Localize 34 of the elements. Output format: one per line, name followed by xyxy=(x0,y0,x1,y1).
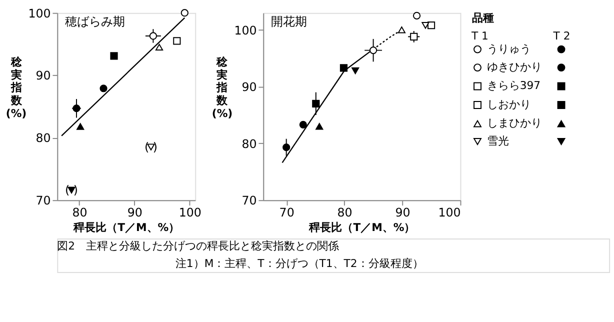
x-tick-label: 80 xyxy=(337,205,352,220)
text: T 2 xyxy=(552,29,570,42)
legend-label: しまひかり xyxy=(486,116,542,130)
y-tick-label: 80 xyxy=(36,131,51,146)
x-tick-label: 100 xyxy=(178,205,202,220)
legend-title: 品種 xyxy=(472,12,494,25)
x-tick-label: 90 xyxy=(127,205,142,220)
caption: 図2 主稈と分級した分げつの稈長比と稔実指数との関係 xyxy=(57,239,340,252)
chart-title: 開花期 xyxy=(271,14,308,29)
y-axis-title: 稔実指数(%) xyxy=(6,56,27,120)
annotation: ( ) xyxy=(144,140,158,154)
text: 注1）M：主稈、T：分げつ（T1、T2：分級程度） xyxy=(175,257,424,270)
chart-title: 穂ばらみ期 xyxy=(65,14,126,29)
x-tick-label: 90 xyxy=(395,205,410,220)
annotation: ( ) xyxy=(65,183,78,198)
x-axis-title: 稈長比（T／M、%） xyxy=(72,221,180,234)
legend-label: ゆきひかり xyxy=(486,60,542,74)
legend-label: 雪光 xyxy=(486,134,509,148)
y-tick-label: 90 xyxy=(242,80,257,94)
legend-label: きらら397 xyxy=(486,79,541,92)
y-tick-label: 70 xyxy=(242,194,257,208)
y-tick-label: 70 xyxy=(36,194,51,208)
x-tick-label: 70 xyxy=(279,205,294,220)
y-axis-title: 稔実指数(%) xyxy=(212,56,233,120)
y-tick-label: 90 xyxy=(36,68,51,83)
y-tick-label: 100 xyxy=(234,23,257,38)
legend-label: うりゅう xyxy=(486,42,531,56)
text: T 1 xyxy=(470,29,488,42)
x-axis-title: 稈長比（T／M、%） xyxy=(308,221,416,234)
x-tick-label: 80 xyxy=(72,205,88,220)
y-tick-label: 80 xyxy=(242,136,257,151)
x-tick-label: 100 xyxy=(438,205,461,220)
y-tick-label: 100 xyxy=(28,6,51,20)
legend-label: しおかり xyxy=(486,98,531,111)
